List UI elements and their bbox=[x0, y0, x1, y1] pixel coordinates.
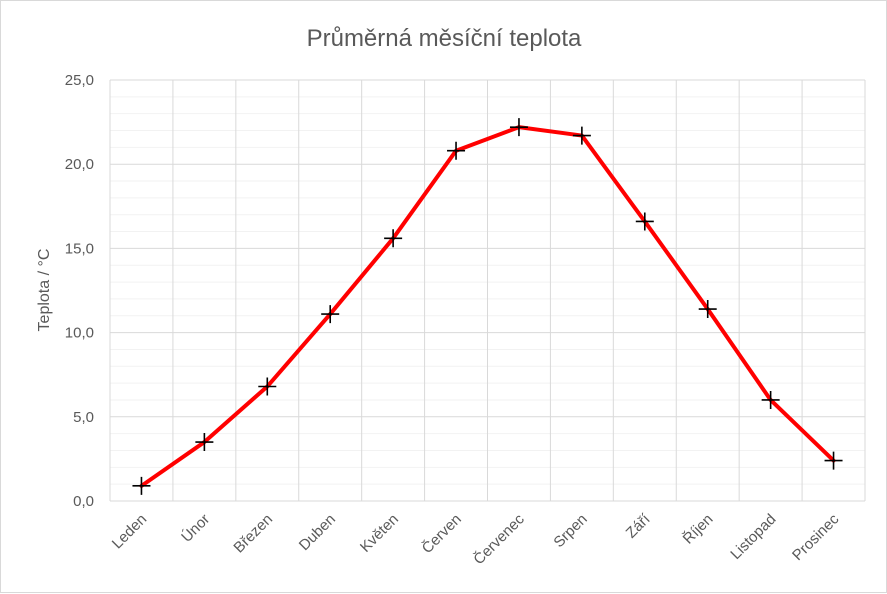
x-tick-label: Leden bbox=[109, 511, 151, 553]
series-line bbox=[139, 125, 836, 488]
x-tick-label: Duben bbox=[296, 511, 339, 554]
y-tick-label: 20,0 bbox=[65, 156, 94, 173]
data-point-marker bbox=[509, 118, 528, 137]
x-tick-label: Září bbox=[623, 510, 654, 541]
y-tick-label: 25,0 bbox=[65, 72, 94, 89]
data-point-marker bbox=[384, 229, 403, 248]
x-tick-label: Květen bbox=[357, 511, 402, 556]
data-point-marker bbox=[698, 300, 717, 319]
x-tick-label: Prosinec bbox=[789, 510, 843, 564]
x-tick-label: Červenec bbox=[470, 510, 528, 568]
data-point-marker bbox=[447, 141, 466, 160]
x-tick-label: Srpen bbox=[550, 511, 590, 551]
data-point-marker bbox=[761, 390, 780, 409]
data-point-marker bbox=[572, 126, 591, 145]
x-tick-label: Listopad bbox=[727, 511, 779, 563]
x-tick-label: Únor bbox=[178, 511, 213, 546]
y-axis-label: Teplota / °C bbox=[36, 249, 53, 332]
data-point-marker bbox=[132, 476, 151, 495]
gridlines bbox=[109, 79, 866, 502]
y-tick-label: 0,0 bbox=[73, 493, 94, 510]
data-point-marker bbox=[635, 212, 654, 231]
data-point-marker bbox=[824, 451, 843, 470]
chart-title: Průměrná měsíční teplota bbox=[307, 25, 582, 52]
y-tick-label: 5,0 bbox=[73, 409, 94, 426]
y-tick-label: 10,0 bbox=[65, 325, 94, 342]
data-point-marker bbox=[195, 433, 214, 452]
x-tick-label: Březen bbox=[230, 511, 276, 557]
x-tick-label: Říjen bbox=[680, 511, 717, 548]
series-layer bbox=[132, 118, 843, 495]
y-tick-label: 15,0 bbox=[65, 240, 94, 257]
data-point-marker bbox=[258, 377, 277, 396]
data-point-marker bbox=[321, 305, 340, 324]
axis-ticks: 0,0 5,0 10,0 15,0 20,0 25,0 Leden Únor Březen Dub… bbox=[65, 72, 843, 568]
x-tick-label: Červen bbox=[419, 511, 465, 557]
